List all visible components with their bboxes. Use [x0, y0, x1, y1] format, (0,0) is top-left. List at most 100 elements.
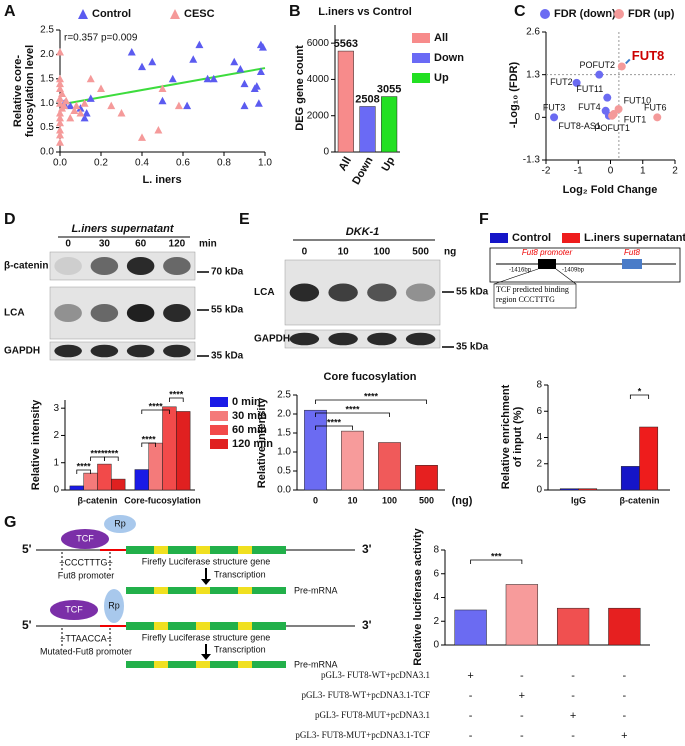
y-tick-label: 0.5	[40, 122, 54, 133]
marker-label: 55 kDa	[211, 305, 244, 316]
lane-label: 120	[169, 239, 186, 250]
segment	[196, 587, 210, 594]
gene-segments	[126, 622, 286, 630]
y-tick-label: 8	[433, 545, 439, 556]
x-axis-label: L. iners	[142, 174, 181, 186]
segment	[126, 546, 154, 554]
lane-unit: ng	[444, 247, 456, 258]
x-tick-label: All	[337, 155, 354, 173]
x-tick-label: β-catenin	[78, 495, 118, 505]
legend-label: 60 min	[232, 424, 267, 436]
point	[154, 126, 163, 134]
segment	[210, 622, 238, 630]
x-tick-label: Up	[380, 155, 398, 174]
x-tick-label: 0	[313, 495, 318, 505]
promoter-diagram: Fut8 promoter Fut8 -1416bp -1409bp TCF p…	[489, 247, 681, 309]
segment	[210, 587, 238, 594]
x-tick-label: β-catenin	[620, 495, 660, 505]
point	[56, 74, 64, 83]
segment	[238, 546, 252, 554]
bar	[454, 609, 487, 646]
y-tick-label: 6	[536, 406, 542, 417]
x-axis-label: (ng)	[452, 495, 473, 507]
site-label: ~CCCTTTG~	[59, 557, 113, 567]
x-tick-label: 0	[608, 166, 614, 177]
point	[158, 84, 167, 93]
y-axis-label: -Log₁₀ (FDR)	[508, 62, 520, 129]
panel-letter: D	[4, 211, 16, 228]
blot-band	[126, 257, 155, 275]
blot-row-label: LCA	[254, 287, 275, 298]
condition-mark: -	[571, 670, 575, 682]
segment	[168, 546, 196, 554]
y-tick-label: 1.0	[277, 447, 291, 458]
y-axis-label: fucosylation level	[24, 45, 36, 137]
y-axis-label: Relative enrichment	[500, 384, 512, 489]
point	[60, 101, 69, 110]
diagram-frame	[489, 247, 681, 283]
tcf-label: TCF	[65, 604, 83, 614]
point	[127, 47, 136, 56]
panel-letter: E	[239, 211, 250, 228]
blot-band	[367, 332, 397, 346]
blot-band	[289, 283, 320, 302]
bar	[97, 463, 112, 491]
legend-label: CESC	[184, 8, 215, 20]
point	[80, 113, 89, 122]
bar	[304, 409, 327, 491]
lane-label: 0	[302, 247, 308, 258]
blot-band	[54, 344, 82, 358]
blot-band	[328, 283, 358, 302]
point	[76, 104, 85, 112]
panel-letter: C	[514, 3, 526, 20]
sig-label: ****	[364, 391, 379, 401]
condition-mark: -	[571, 690, 575, 702]
note-box	[493, 283, 577, 309]
segment	[168, 587, 196, 594]
x-axis-label: Log₂ Fold Change	[563, 184, 658, 196]
segment	[168, 661, 196, 668]
blot-row-label: β-catenin	[4, 261, 48, 272]
point-label: FUT4	[578, 102, 601, 112]
point	[252, 82, 261, 90]
segment	[168, 622, 196, 630]
arrow-head	[201, 654, 211, 660]
bar	[83, 472, 98, 491]
x-tick-label: 0.2	[94, 158, 108, 169]
blot-band	[90, 257, 119, 275]
point	[550, 113, 559, 122]
gene-segments	[126, 546, 286, 554]
point	[653, 113, 662, 122]
segment	[252, 546, 286, 554]
y-tick-label: 1.0	[40, 98, 54, 109]
end-label: 3'	[362, 542, 372, 556]
segment	[238, 661, 252, 668]
bar	[378, 442, 401, 491]
blot-treatment: DKK-1	[346, 226, 380, 238]
segment	[126, 661, 154, 668]
promoter-label: Fut8 promoter	[58, 570, 115, 580]
x-tick-label: 1	[640, 166, 646, 177]
blot-row-label: GAPDH	[254, 334, 290, 345]
sig-bracket	[141, 442, 156, 447]
x-tick-label: Core-fucosylation	[124, 495, 201, 505]
bar	[639, 426, 659, 491]
sig-label: ****	[149, 401, 164, 411]
condition-mark: -	[623, 710, 627, 722]
legend-swatch	[412, 33, 430, 43]
condition-label: pGL3- FUT8-MUT+pcDNA3.1-TCF	[295, 730, 430, 740]
y-tick-label: 0	[53, 485, 59, 496]
point	[56, 108, 64, 117]
sig-bracket	[104, 456, 119, 461]
condition-mark: -	[623, 690, 627, 702]
sig-bracket	[470, 559, 523, 564]
y-tick-label: 0.0	[277, 485, 291, 496]
chart-title: Core fucosylation	[324, 371, 417, 383]
blot-band	[163, 304, 191, 322]
legend-swatch	[412, 53, 430, 63]
site-label: ~TTAACCA~	[60, 633, 112, 643]
annotation: r=0.357 p=0.009	[64, 33, 138, 44]
legend-label: 30 min	[232, 410, 267, 422]
x-tick-label: Down	[350, 155, 376, 187]
